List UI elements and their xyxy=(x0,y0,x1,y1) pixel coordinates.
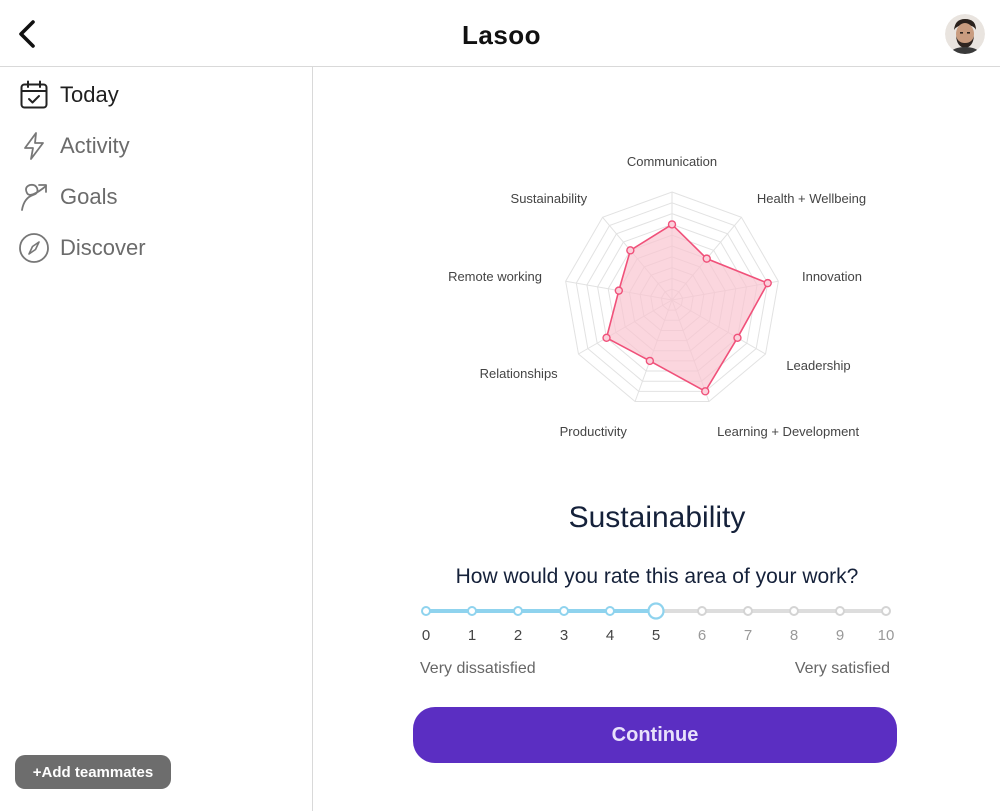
sidebar-item-label: Today xyxy=(60,82,119,107)
slider-step-dot[interactable] xyxy=(743,606,753,616)
sidebar-item-activity[interactable]: Activity xyxy=(18,128,130,164)
sidebar-item-goals[interactable]: Goals xyxy=(18,179,117,215)
radar-axis-label: Relationships xyxy=(480,366,559,381)
radar-axis-label: Innovation xyxy=(802,269,862,284)
radar-grid-ring xyxy=(565,191,779,402)
radar-chart: Communication Health + Wellbeing Innovatio… xyxy=(430,122,890,462)
lightning-icon xyxy=(18,130,50,162)
slider-step-dot[interactable] xyxy=(697,606,707,616)
slider-tick-label: 10 xyxy=(877,627,895,644)
radar-point xyxy=(626,246,635,255)
back-button[interactable] xyxy=(14,18,42,50)
slider-thumb[interactable] xyxy=(647,602,665,620)
scale-low-label: Very dissatisfied xyxy=(420,660,536,677)
slider-step-dot[interactable] xyxy=(467,606,477,616)
slider-step-dot[interactable] xyxy=(421,606,431,616)
slider-tick-label: 5 xyxy=(651,627,661,644)
scale-high-label: Very satisfied xyxy=(794,660,890,677)
sidebar-item-discover[interactable]: Discover xyxy=(18,230,146,266)
avatar-portrait-icon xyxy=(945,14,985,54)
calendar-check-icon xyxy=(18,79,50,111)
user-avatar[interactable] xyxy=(945,14,985,54)
radar-point xyxy=(701,387,710,396)
slider-tick-label: 0 xyxy=(421,627,431,644)
radar-axis-label: Leadership xyxy=(786,358,850,373)
slider-step-dot[interactable] xyxy=(789,606,799,616)
rating-slider[interactable] xyxy=(420,601,892,621)
radar-axis-label: Communication xyxy=(627,154,717,169)
slider-tick-label: 7 xyxy=(743,627,753,644)
compass-icon xyxy=(18,232,50,264)
radar-series-area xyxy=(605,223,769,393)
slider-track xyxy=(421,602,891,620)
area-title: Sustainability xyxy=(568,501,746,534)
slider-tick-label: 3 xyxy=(559,627,569,644)
slider-tick-labels: 0 1 2 3 4 5 6 7 8 9 10 xyxy=(420,627,895,647)
slider-step-dot[interactable] xyxy=(513,606,523,616)
slider-tick-label: 9 xyxy=(835,627,845,644)
sidebar-item-label: Discover xyxy=(60,235,146,260)
slider-step-dot[interactable] xyxy=(881,606,891,616)
radar-axis-label: Remote working xyxy=(448,269,542,284)
slider-tick-label: 2 xyxy=(513,627,523,644)
radar-point xyxy=(702,254,711,263)
slider-step-dot[interactable] xyxy=(559,606,569,616)
radar-point xyxy=(602,333,611,343)
chevron-left-icon xyxy=(19,20,35,48)
sidebar-item-today[interactable]: Today xyxy=(18,77,119,113)
radar-point xyxy=(614,286,624,295)
sidebar-item-label: Goals xyxy=(60,184,118,209)
slider-step-dot[interactable] xyxy=(605,606,615,616)
logo-text: Lasoo xyxy=(462,19,542,50)
radar-point xyxy=(763,278,772,288)
slider-tick-label: 1 xyxy=(467,627,477,644)
radar-axis-label: Productivity xyxy=(560,424,628,439)
main-content: Communication Health + Wellbeing Innovatio… xyxy=(314,67,1000,811)
slider-tick-label: 8 xyxy=(789,627,799,644)
radar-grid-ring xyxy=(575,202,769,392)
radar-grid-ring xyxy=(586,213,758,382)
slider-step-dot[interactable] xyxy=(835,606,845,616)
app-logo: Lasoo xyxy=(462,20,541,50)
goal-arrow-icon xyxy=(18,181,50,213)
radar-axis-label: Sustainability xyxy=(511,191,588,206)
radar-point xyxy=(667,220,677,229)
radar-point xyxy=(733,333,742,343)
sidebar-item-label: Activity xyxy=(60,133,130,158)
radar-axis-label: Health + Wellbeing xyxy=(757,191,866,206)
sidebar: Today Activity Goals Discover +Add teamm… xyxy=(0,67,313,811)
radar-axis-label: Learning + Development xyxy=(717,424,859,439)
rating-question: How would you rate this area of your wor… xyxy=(455,565,859,588)
radar-chart-svg: Communication Health + Wellbeing Innovatio… xyxy=(448,154,866,439)
app-header: Lasoo xyxy=(0,0,1000,67)
slider-tick-label: 4 xyxy=(605,627,615,644)
radar-point xyxy=(645,356,655,366)
slider-tick-label: 6 xyxy=(697,627,707,644)
add-teammates-button[interactable]: +Add teammates xyxy=(15,755,171,789)
continue-button[interactable]: Continue xyxy=(413,707,897,763)
